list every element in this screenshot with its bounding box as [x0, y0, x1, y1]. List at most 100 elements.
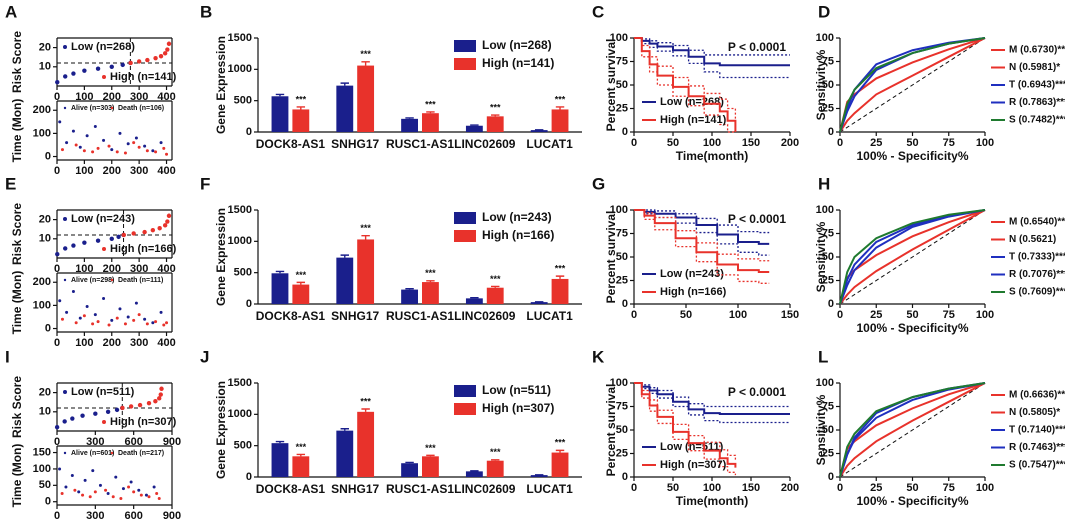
y-tick-label: 25 [822, 102, 834, 114]
point [166, 41, 172, 46]
point [147, 495, 151, 499]
legend-label: Low (n=511) [71, 386, 135, 398]
x-axis-label: 100% - Specificity% [856, 321, 968, 335]
point [71, 290, 75, 294]
x-tick-label: RUSC1-AS1 [386, 137, 454, 151]
x-tick-label: 0 [631, 309, 637, 321]
x-tick-label: 50 [667, 482, 679, 494]
y-tick-label: 100 [33, 127, 51, 139]
panel-label: K [592, 347, 605, 366]
point [64, 485, 68, 489]
significance: *** [555, 263, 566, 273]
x-tick-label: LINC02609 [454, 137, 516, 151]
point [74, 321, 78, 325]
y-tick-label: 25 [616, 102, 628, 114]
panel-label: B [200, 2, 212, 21]
y-tick-label: 20 [39, 42, 51, 54]
confidence-band [634, 37, 790, 79]
y-tick-label: 25 [822, 274, 834, 286]
y-tick-label: 25 [822, 447, 834, 459]
y-axis-label: Percent survival [604, 39, 618, 132]
panel-label: C [592, 2, 604, 21]
confidence-band [634, 209, 770, 234]
y-tick-label: 0 [828, 471, 834, 483]
point [88, 495, 92, 499]
point [115, 316, 119, 320]
y-tick-label: 0 [246, 298, 252, 310]
x-tick-label: 400 [157, 91, 175, 103]
significance: *** [490, 447, 501, 457]
x-tick-label: 100 [75, 91, 93, 103]
y-tick-label: 50 [39, 479, 51, 491]
point [119, 496, 123, 500]
point [144, 493, 148, 497]
curve [839, 382, 986, 478]
point [166, 213, 172, 218]
significance: *** [490, 102, 501, 112]
point [105, 409, 111, 414]
point [55, 79, 60, 85]
point [78, 316, 82, 320]
point [80, 413, 85, 418]
point [145, 322, 149, 326]
y-axis-label: Risk Score [10, 31, 24, 93]
significance: *** [490, 274, 501, 284]
point [109, 64, 114, 70]
legend-marker [102, 247, 106, 251]
significance: *** [360, 49, 371, 59]
point [78, 145, 82, 149]
legend-marker [63, 106, 67, 110]
legend-label: High (n=141) [110, 71, 177, 83]
y-tick-label: 200 [33, 276, 51, 288]
y-tick-label: 50 [616, 424, 628, 436]
point [126, 142, 130, 146]
y-axis-label: Time (Mon) [10, 99, 24, 163]
panel-label: D [818, 2, 830, 21]
point [81, 493, 85, 497]
y-axis-label: Time (Mon) [10, 271, 24, 335]
x-tick-label: SNHG17 [331, 309, 379, 323]
x-tick-label: 100 [75, 337, 93, 349]
point [91, 150, 95, 154]
x-tick-label: LUCAT1 [526, 137, 573, 151]
y-tick-label: 0 [828, 126, 834, 138]
legend-label: R (0.7463)*** [1009, 442, 1065, 453]
significance: *** [360, 396, 371, 406]
panel-label: L [818, 347, 828, 366]
x-axis-label: 100% - Specificity% [856, 149, 968, 163]
point [120, 405, 125, 411]
point [83, 478, 87, 482]
x-tick-label: LUCAT1 [526, 482, 573, 496]
y-tick-label: 500 [234, 95, 252, 107]
point [132, 141, 136, 145]
x-tick-label: 200 [103, 165, 121, 177]
point [60, 317, 64, 321]
legend-label: Low (n=268) [71, 41, 135, 53]
legend-label: High (n=141) [482, 56, 554, 70]
error-bar [491, 114, 500, 117]
legend-marker [102, 420, 106, 424]
bar [336, 85, 354, 132]
x-tick-label: 400 [157, 165, 175, 177]
point [137, 145, 141, 149]
y-axis-label: Sensitivity% [814, 221, 828, 292]
point [58, 299, 62, 303]
point [93, 411, 98, 416]
legend-swatch [454, 230, 476, 242]
x-tick-label: 300 [130, 263, 148, 275]
legend-label: Low (n=243) [71, 213, 135, 225]
x-tick-label: 100 [75, 165, 93, 177]
y-tick-label: 50 [616, 79, 628, 91]
x-tick-label: 50 [680, 309, 692, 321]
x-tick-label: 50 [667, 137, 679, 149]
point [98, 483, 102, 487]
y-tick-label: 0 [246, 471, 252, 483]
bar [292, 109, 310, 132]
y-axis-label: Gene Expression [214, 208, 228, 306]
point [63, 246, 68, 251]
point [126, 315, 130, 319]
error-bar [426, 111, 435, 114]
point [159, 310, 163, 314]
legend-label: High (n=166) [660, 286, 727, 298]
point [146, 400, 152, 406]
